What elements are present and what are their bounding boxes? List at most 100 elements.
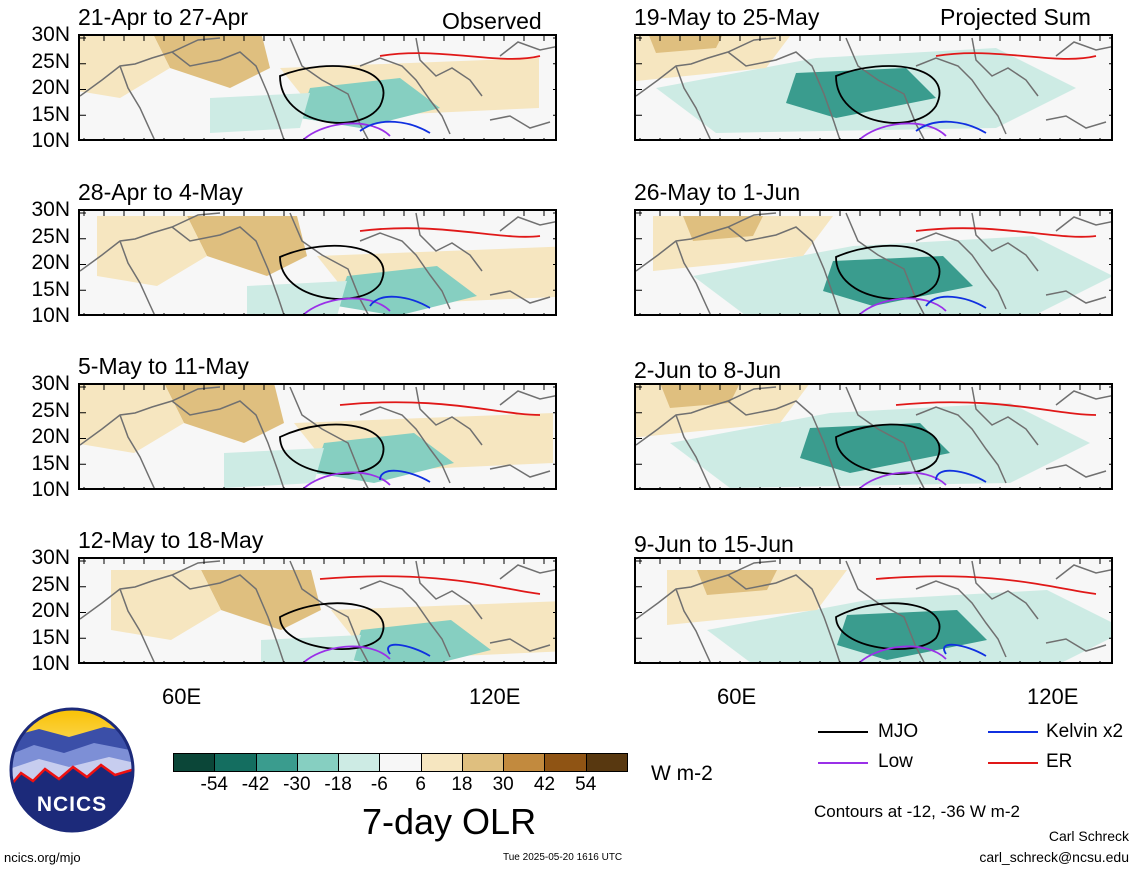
- map-panel-5: [634, 34, 1113, 141]
- contours-note: Contours at -12, -36 W m-2: [814, 802, 1020, 821]
- map-panel-8: [634, 557, 1113, 664]
- coastline: [80, 386, 555, 488]
- mjo-contour: [835, 65, 941, 124]
- er-contour: [379, 52, 541, 60]
- mjo-contour: [279, 65, 385, 124]
- olr-shading: [111, 570, 221, 640]
- colorbar-label: 42: [533, 774, 556, 795]
- mjo-contour: [835, 244, 941, 300]
- olr-shading: [80, 385, 184, 453]
- colorbar-swatch: [420, 753, 463, 772]
- ncics-logo: NCICS: [9, 707, 135, 833]
- kelvin-contour: [925, 295, 987, 309]
- legend-er-label: ER: [1046, 751, 1073, 772]
- legend-mjo-line: [818, 731, 868, 733]
- olr-shading: [165, 385, 284, 443]
- y-tick-10n: 10N: [31, 652, 70, 675]
- er-contour: [359, 227, 541, 238]
- y-tick-25n: 25N: [31, 572, 70, 596]
- y-tick-20n: 20N: [31, 599, 70, 622]
- timestamp: Tue 2025-05-20 1616 UTC: [503, 852, 623, 863]
- kelvin-contour: [369, 295, 431, 309]
- y-tick-25n: 25N: [31, 398, 70, 422]
- x-tick-120e-right: 120E: [1027, 684, 1079, 709]
- low-contour: [303, 645, 391, 662]
- colorbar-swatch: [503, 753, 546, 772]
- legend-mjo-label: MJO: [878, 721, 919, 742]
- x-tick-60e-left: 60E: [162, 684, 202, 709]
- olr-shading: [649, 36, 722, 53]
- colorbar-swatch: [255, 753, 298, 772]
- coastline: [636, 560, 1111, 662]
- colorbar-swatch: [544, 753, 587, 772]
- map-panel-2: [78, 209, 557, 316]
- legend-er-line: [988, 762, 1038, 764]
- kelvin-contour: [359, 120, 431, 134]
- olr-shading: [97, 216, 207, 286]
- x-tick-60e-right: 60E: [717, 684, 757, 709]
- low-contour: [303, 471, 391, 488]
- kelvin-contour: [915, 120, 987, 134]
- legend-kelvin-line: [988, 731, 1038, 733]
- colorbar-swatch: [173, 753, 216, 772]
- y-tick-15n: 15N: [31, 102, 70, 126]
- er-contour: [915, 227, 1097, 238]
- y-tick-15n: 15N: [31, 277, 70, 301]
- panel-title-6: 26-May to 1-Jun: [634, 179, 801, 205]
- colorbar-swatch: [461, 753, 505, 772]
- colorbar-swatch: [379, 753, 422, 772]
- olr-shading: [786, 68, 936, 118]
- y-tick-25n: 25N: [31, 224, 70, 248]
- author-email: carl_schreck@ncsu.edu: [979, 849, 1129, 865]
- low-contour: [859, 471, 947, 488]
- y-tick-25n: 25N: [31, 49, 70, 73]
- y-tick-10n: 10N: [31, 304, 70, 327]
- mjo-contour: [835, 602, 941, 650]
- y-tick-20n: 20N: [31, 76, 70, 99]
- mjo-contour: [279, 423, 385, 475]
- projected-sum-label: Projected Sum: [940, 4, 1091, 30]
- olr-shading: [337, 266, 477, 314]
- map-panel-1: [78, 34, 557, 141]
- kelvin-contour: [387, 643, 431, 657]
- panel-title-7: 2-Jun to 8-Jun: [634, 357, 782, 383]
- coastline: [636, 212, 1111, 314]
- mjo-contour: [835, 423, 941, 475]
- panel-title-1: 21-Apr to 27-Apr: [78, 4, 249, 30]
- low-contour: [859, 297, 947, 314]
- site-link[interactable]: ncics.org/mjo: [4, 850, 81, 865]
- panel-title-4: 12-May to 18-May: [78, 527, 264, 553]
- panel-title-3: 5-May to 11-May: [78, 353, 249, 379]
- low-contour: [859, 645, 947, 662]
- panel-title-8: 9-Jun to 15-Jun: [634, 531, 794, 557]
- er-contour: [875, 575, 1097, 595]
- olr-shading: [210, 93, 310, 133]
- colorbar-units: W m-2: [651, 762, 713, 785]
- olr-shading: [823, 256, 973, 306]
- map-panel-7: [634, 383, 1113, 490]
- er-contour: [935, 52, 1097, 60]
- colorbar-label: 6: [415, 774, 426, 795]
- y-tick-20n: 20N: [31, 251, 70, 274]
- y-tick-30n: 30N: [31, 198, 70, 221]
- logo-text: NCICS: [36, 793, 108, 816]
- colorbar-title: 7-day OLR: [362, 801, 537, 842]
- author-name: Carl Schreck: [1048, 828, 1129, 844]
- colorbar-swatch: [214, 753, 257, 772]
- panel-title-2: 28-Apr to 4-May: [78, 179, 243, 205]
- colorbar-label: -54: [200, 774, 228, 795]
- colorbar-label: 30: [492, 774, 514, 795]
- colorbar-label: -42: [241, 774, 270, 795]
- olr-shading: [300, 78, 440, 128]
- y-tick-30n: 30N: [31, 546, 70, 569]
- colorbar-label: 18: [451, 774, 473, 795]
- panel-title-5: 19-May to 25-May: [634, 4, 820, 30]
- observed-label: Observed: [442, 8, 542, 34]
- olr-shading: [187, 216, 307, 276]
- colorbar-swatch: [585, 753, 628, 772]
- low-contour: [859, 122, 947, 139]
- legend-kelvin-label: Kelvin x2: [1046, 721, 1124, 742]
- olr-shading: [261, 635, 361, 662]
- olr-shading: [351, 620, 491, 662]
- coastline: [80, 212, 555, 314]
